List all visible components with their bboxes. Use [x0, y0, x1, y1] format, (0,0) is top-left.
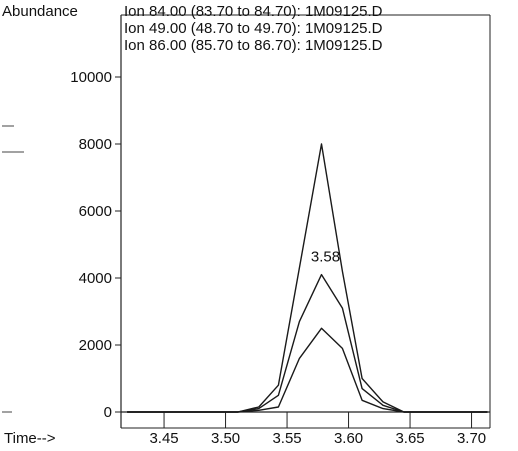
series-line-2 [127, 273, 488, 413]
x-tick-label: 3.50 [211, 430, 240, 447]
y-tick-label: 10000 [70, 69, 112, 86]
y-tick-label: 2000 [79, 337, 112, 354]
x-tick-label: 3.55 [272, 430, 301, 447]
y-tick-label: 4000 [79, 270, 112, 287]
legend-item-ion-84: Ion 84.00 (83.70 to 84.70): 1M09125.D [124, 3, 383, 20]
y-tick-label: 6000 [79, 203, 112, 220]
legend-item-ion-86: Ion 86.00 (85.70 to 86.70): 1M09125.D [124, 37, 383, 54]
plot-frame [121, 14, 491, 429]
peak-retention-time-label: 3.58 [311, 248, 340, 265]
y-tick-label: 0 [104, 404, 112, 421]
x-tick-label: 3.60 [334, 430, 363, 447]
legend-item-ion-49: Ion 49.00 (48.70 to 49.70): 1M09125.D [124, 20, 383, 37]
x-axis-label: Time--> [4, 430, 56, 447]
x-axis-ticks: 3.45 3.50 3.55 3.60 3.65 3.70 [149, 412, 486, 447]
series-line-1 [127, 143, 488, 413]
y-axis-label: Abundance [2, 3, 78, 20]
y-axis-ticks: 0 2000 4000 6000 8000 10000 [70, 69, 121, 421]
x-tick-label: 3.70 [457, 430, 486, 447]
series-line-3 [127, 327, 488, 413]
x-tick-label: 3.45 [149, 430, 178, 447]
y-tick-label: 8000 [79, 136, 112, 153]
x-tick-label: 3.65 [395, 430, 424, 447]
legend: Ion 84.00 (83.70 to 84.70): 1M09125.D Io… [124, 3, 383, 54]
series-lines [127, 143, 488, 413]
